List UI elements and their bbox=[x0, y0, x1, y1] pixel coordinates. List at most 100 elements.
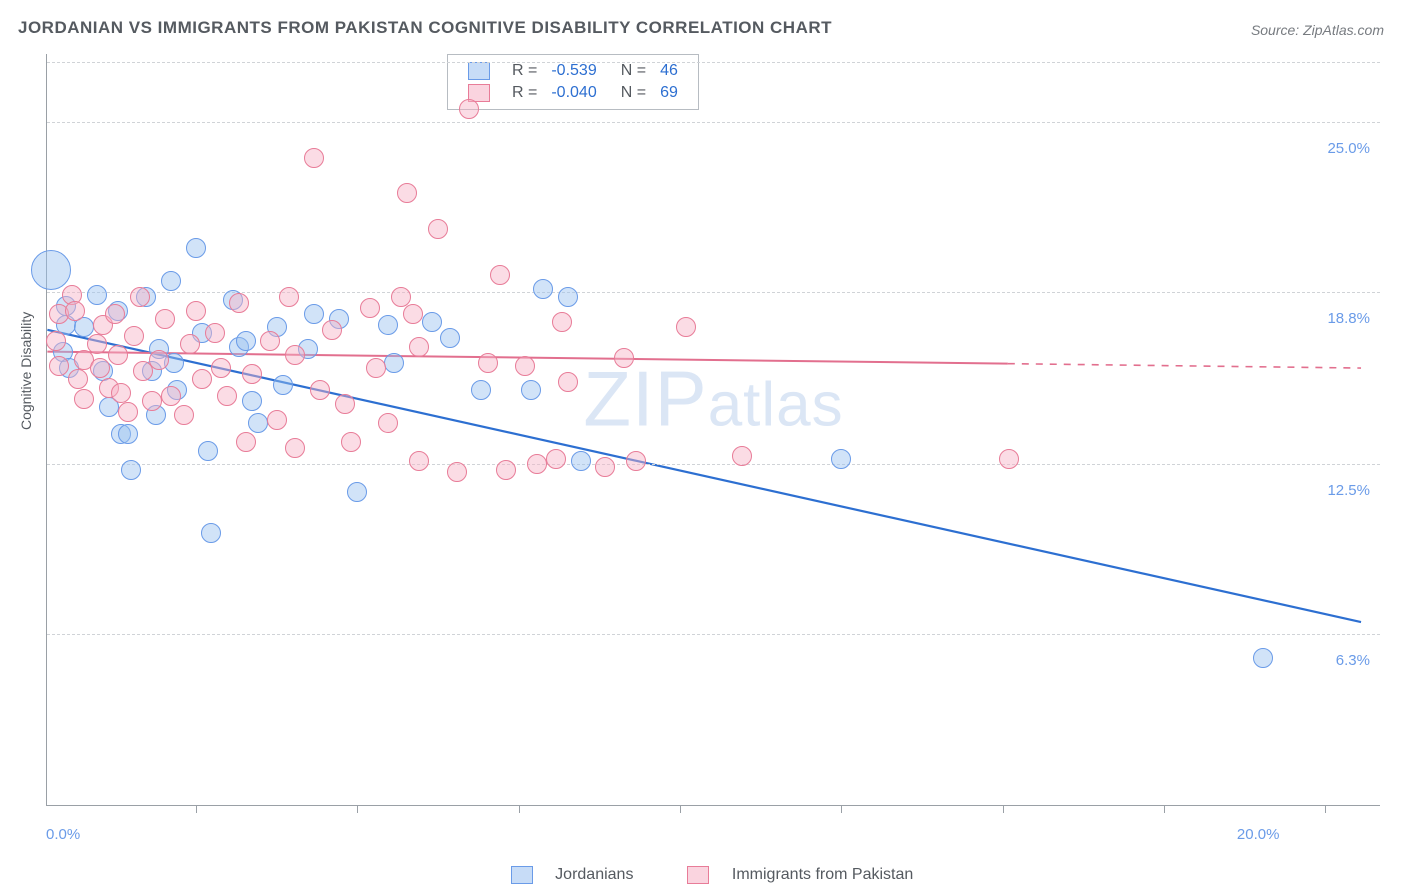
point-pakistan bbox=[186, 301, 206, 321]
point-pakistan bbox=[279, 287, 299, 307]
point-pakistan bbox=[65, 301, 85, 321]
point-pakistan bbox=[459, 99, 479, 119]
gridline-horizontal bbox=[47, 122, 1380, 123]
legend-n-label: N = bbox=[605, 83, 652, 103]
point-pakistan bbox=[111, 383, 131, 403]
point-jordanian bbox=[87, 285, 107, 305]
x-tick bbox=[1003, 805, 1004, 813]
point-pakistan bbox=[236, 432, 256, 452]
point-pakistan bbox=[68, 369, 88, 389]
point-pakistan bbox=[626, 451, 646, 471]
point-pakistan bbox=[285, 345, 305, 365]
point-jordanian bbox=[118, 424, 138, 444]
point-pakistan bbox=[205, 323, 225, 343]
x-tick-label: 0.0% bbox=[46, 826, 80, 843]
point-pakistan bbox=[999, 449, 1019, 469]
point-pakistan bbox=[546, 449, 566, 469]
point-pakistan bbox=[614, 348, 634, 368]
point-jordanian bbox=[186, 238, 206, 258]
point-pakistan bbox=[341, 432, 361, 452]
point-pakistan bbox=[366, 358, 386, 378]
point-pakistan bbox=[74, 389, 94, 409]
legend-n-value: 69 bbox=[654, 83, 684, 103]
point-jordanian bbox=[161, 271, 181, 291]
x-tick bbox=[1164, 805, 1165, 813]
point-pakistan bbox=[242, 364, 262, 384]
legend-bottom-item: Immigrants from Pakistan bbox=[669, 866, 913, 883]
point-jordanian bbox=[236, 331, 256, 351]
point-pakistan bbox=[527, 454, 547, 474]
point-jordanian bbox=[304, 304, 324, 324]
point-pakistan bbox=[217, 386, 237, 406]
point-pakistan bbox=[90, 358, 110, 378]
point-pakistan bbox=[403, 304, 423, 324]
point-jordanian bbox=[831, 449, 851, 469]
point-pakistan bbox=[49, 356, 69, 376]
point-pakistan bbox=[87, 334, 107, 354]
y-tick-label: 6.3% bbox=[1336, 652, 1370, 669]
x-tick bbox=[357, 805, 358, 813]
y-tick-label: 12.5% bbox=[1327, 482, 1370, 499]
point-pakistan bbox=[515, 356, 535, 376]
watermark-text-a: ZIP bbox=[583, 355, 707, 443]
legend-bottom-item: Jordanians bbox=[493, 866, 634, 883]
point-pakistan bbox=[267, 410, 287, 430]
legend-stat-row: R =-0.040N =69 bbox=[462, 83, 684, 103]
point-pakistan bbox=[149, 350, 169, 370]
legend-stat-row: R =-0.539N =46 bbox=[462, 61, 684, 81]
point-jordanian bbox=[1253, 648, 1273, 668]
chart-plot-area: ZIPatlas R =-0.539N =46R =-0.040N =69 6.… bbox=[46, 54, 1380, 806]
legend-swatch bbox=[468, 62, 490, 80]
point-pakistan bbox=[304, 148, 324, 168]
y-tick-label: 18.8% bbox=[1327, 310, 1370, 327]
point-pakistan bbox=[496, 460, 516, 480]
point-pakistan bbox=[229, 293, 249, 313]
point-pakistan bbox=[378, 413, 398, 433]
legend-r-label: R = bbox=[506, 61, 543, 81]
point-jordanian bbox=[347, 482, 367, 502]
point-pakistan bbox=[552, 312, 572, 332]
point-pakistan bbox=[558, 372, 578, 392]
watermark: ZIPatlas bbox=[583, 354, 843, 445]
point-pakistan bbox=[595, 457, 615, 477]
point-pakistan bbox=[447, 462, 467, 482]
point-pakistan bbox=[676, 317, 696, 337]
gridline-horizontal bbox=[47, 292, 1380, 293]
point-pakistan bbox=[161, 386, 181, 406]
point-pakistan bbox=[174, 405, 194, 425]
legend-n-value: 46 bbox=[654, 61, 684, 81]
point-jordanian bbox=[378, 315, 398, 335]
point-pakistan bbox=[124, 326, 144, 346]
x-tick-label: 20.0% bbox=[1237, 826, 1280, 843]
gridline-horizontal bbox=[47, 464, 1380, 465]
point-pakistan bbox=[46, 331, 66, 351]
point-jordanian bbox=[121, 460, 141, 480]
point-pakistan bbox=[428, 219, 448, 239]
source-attribution: Source: ZipAtlas.com bbox=[1251, 22, 1384, 38]
point-jordanian bbox=[533, 279, 553, 299]
point-jordanian bbox=[384, 353, 404, 373]
legend-stats-table: R =-0.539N =46R =-0.040N =69 bbox=[460, 59, 686, 105]
point-pakistan bbox=[409, 451, 429, 471]
point-jordanian bbox=[242, 391, 262, 411]
point-jordanian bbox=[471, 380, 491, 400]
chart-title: JORDANIAN VS IMMIGRANTS FROM PAKISTAN CO… bbox=[18, 18, 832, 38]
point-jordanian bbox=[571, 451, 591, 471]
point-jordanian bbox=[201, 523, 221, 543]
point-jordanian bbox=[521, 380, 541, 400]
legend-n-label: N = bbox=[605, 61, 652, 81]
x-tick bbox=[519, 805, 520, 813]
legend-r-label: R = bbox=[506, 83, 543, 103]
x-tick bbox=[1325, 805, 1326, 813]
point-pakistan bbox=[260, 331, 280, 351]
x-tick bbox=[680, 805, 681, 813]
gridline-horizontal bbox=[47, 62, 1380, 63]
x-tick bbox=[841, 805, 842, 813]
trend-lines-svg bbox=[47, 54, 1380, 805]
point-pakistan bbox=[142, 391, 162, 411]
point-pakistan bbox=[211, 358, 231, 378]
point-pakistan bbox=[130, 287, 150, 307]
point-pakistan bbox=[732, 446, 752, 466]
point-pakistan bbox=[322, 320, 342, 340]
point-pakistan bbox=[397, 183, 417, 203]
